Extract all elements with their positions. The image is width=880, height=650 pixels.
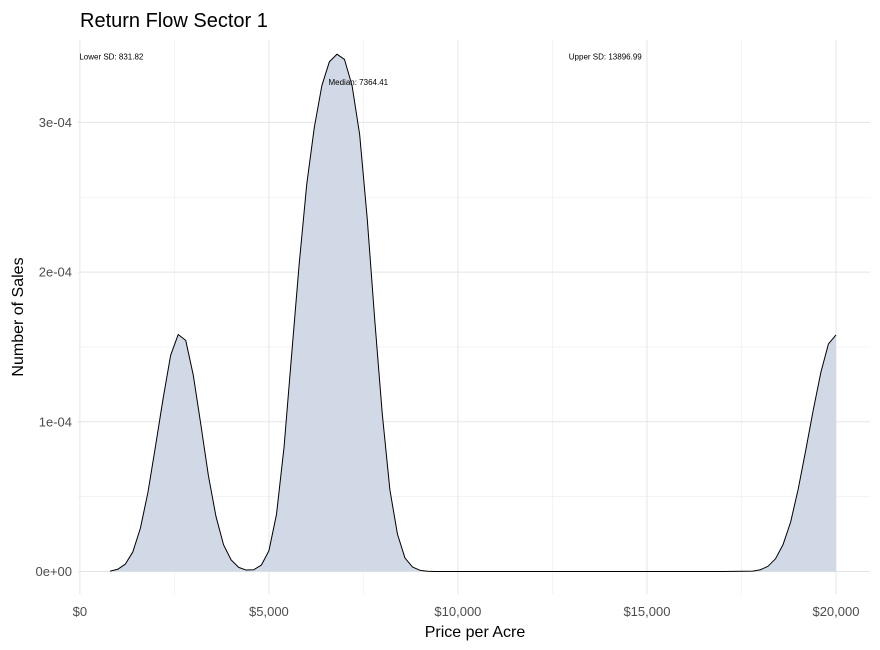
x-tick-label: $5,000: [249, 604, 289, 619]
density-area: [110, 53, 837, 573]
chart-title: Return Flow Sector 1: [80, 10, 268, 32]
y-tick-label: 2e-04: [39, 265, 72, 280]
x-tick-label: $0: [73, 604, 87, 619]
annotation-label: Median: 7364.41: [328, 78, 388, 87]
y-tick-label: 0e+00: [35, 564, 72, 579]
x-tick-label: $10,000: [434, 604, 481, 619]
x-tick-label: $15,000: [623, 604, 670, 619]
annotation-label: Upper SD: 13896.99: [569, 52, 642, 61]
x-axis-title: Price per Acre: [425, 624, 526, 641]
density-line: [110, 53, 837, 573]
y-tick-label: 1e-04: [39, 414, 72, 429]
annotations: Lower SD: 831.82 Median: 7364.41 Upper SD:…: [79, 52, 642, 86]
y-tick-label: 3e-04: [39, 115, 72, 130]
y-axis-ticks: 0e+00 1e-04 2e-04 3e-04: [35, 115, 72, 579]
x-tick-label: $20,000: [812, 604, 859, 619]
density-fill: [110, 54, 836, 572]
x-axis-ticks: $0 $5,000 $10,000 $15,000 $20,000: [73, 604, 860, 619]
y-axis-title: Number of Sales: [10, 257, 27, 376]
annotation-label: Lower SD: 831.82: [79, 52, 144, 61]
